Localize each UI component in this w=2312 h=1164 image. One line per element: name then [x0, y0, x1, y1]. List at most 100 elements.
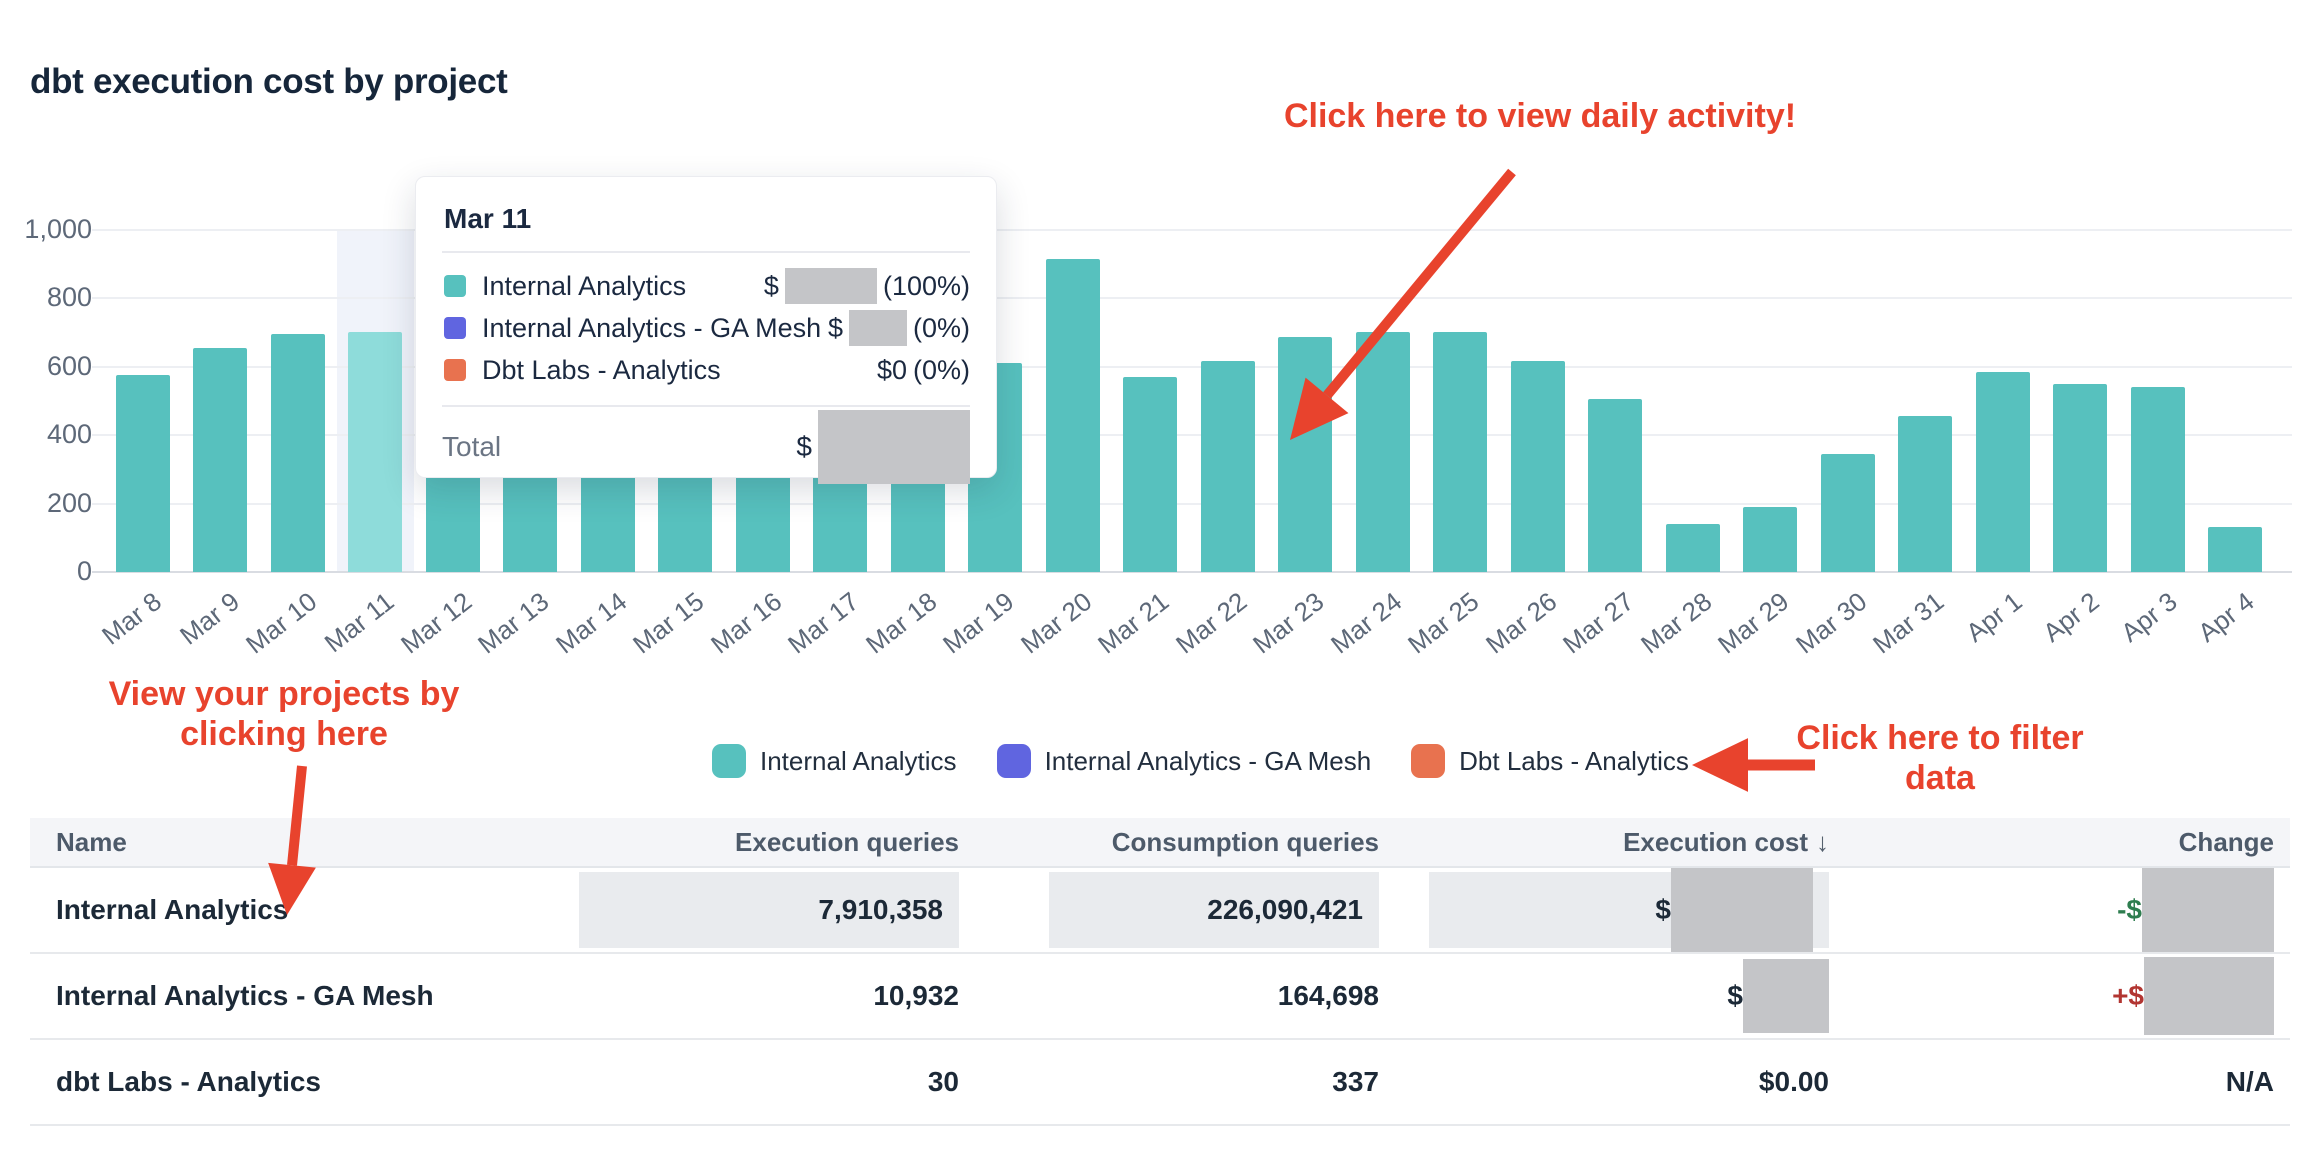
y-axis-tick-label: 400	[46, 419, 92, 449]
series-swatch-icon	[444, 317, 466, 339]
column-header-execution-cost[interactable]: Execution cost ↓	[1623, 826, 1829, 857]
column-header-consumption-queries[interactable]: Consumption queries	[1111, 826, 1379, 857]
tooltip-value-percent: (0%)	[912, 312, 970, 343]
redaction-box	[1743, 959, 1829, 1033]
x-axis-tick-label: Mar 14	[549, 586, 633, 660]
execution-cost-cell: $	[1395, 868, 1845, 952]
gridline	[92, 365, 2292, 368]
cell-value: 337	[1332, 1066, 1379, 1097]
consumption-queries-cell: 226,090,421	[975, 872, 1395, 948]
project-name-cell[interactable]: Internal Analytics - GA Mesh	[56, 980, 434, 1011]
column-header-name[interactable]: Name	[56, 826, 127, 857]
table-row-internal-analytics-ga-mesh[interactable]: Internal Analytics - GA Mesh 10,932 164,69…	[30, 954, 2290, 1040]
x-axis-tick-label: Mar 16	[704, 586, 788, 660]
table-row-dbt-labs-analytics[interactable]: dbt Labs - Analytics 30 337 $0.00 N/A	[30, 1040, 2290, 1126]
x-axis-tick-label: Mar 27	[1557, 586, 1640, 660]
page-title: dbt execution cost by project	[30, 62, 508, 101]
consumption-queries-cell: 164,698	[975, 980, 1395, 1012]
gridline	[92, 502, 2292, 505]
x-axis-tick-label: Mar 15	[627, 586, 710, 660]
y-axis-tick-label: 200	[46, 487, 92, 518]
bar-mar-13[interactable]	[503, 469, 558, 572]
bar-mar-8[interactable]	[115, 375, 170, 572]
tooltip-row-internal-analytics: Internal Analytics $ (100%)	[442, 265, 970, 307]
bar-apr-1[interactable]	[1975, 371, 2030, 572]
gridline	[92, 434, 2292, 436]
change-cell: -$	[1845, 868, 2290, 952]
column-header-execution-queries[interactable]: Execution queries	[735, 826, 959, 857]
x-axis-tick-label: Mar 29	[1712, 586, 1795, 660]
cell-value: $0.00	[1758, 1066, 1829, 1097]
x-axis-tick-label: Mar 19	[937, 586, 1020, 660]
cell-value: 164,698	[1277, 980, 1379, 1011]
bar-mar-18[interactable]	[890, 469, 945, 572]
cell-value: 10,932	[873, 980, 959, 1011]
tooltip-total-label: Total	[442, 431, 502, 462]
bar-mar-28[interactable]	[1665, 524, 1720, 572]
bar-mar-23[interactable]	[1278, 337, 1333, 572]
x-axis-tick-label: Apr 1	[1959, 586, 2028, 648]
redaction-box	[2142, 868, 2274, 952]
chart-tooltip: Mar 11 Internal Analytics $ (100%) Internal…	[415, 176, 997, 484]
bar-mar-15[interactable]	[658, 469, 713, 572]
bar-mar-24[interactable]	[1355, 332, 1410, 572]
bar-mar-31[interactable]	[1898, 416, 1953, 572]
annotation-daily-activity: Click here to view daily activity!	[1283, 97, 1797, 135]
bar-apr-4[interactable]	[2208, 527, 2263, 572]
table-body: Internal Analytics 7,910,358 226,090,421 $ -…	[30, 868, 2290, 1126]
y-axis-tick-label: 0	[76, 556, 92, 586]
bar-mar-25[interactable]	[1433, 332, 1488, 572]
x-axis-tick-label: Mar 26	[1479, 586, 1563, 660]
x-axis-tick-label: Mar 24	[1324, 586, 1408, 660]
legend-item-internal-analytics-ga-mesh[interactable]: Internal Analytics - GA Mesh	[996, 744, 1372, 778]
bar-mar-30[interactable]	[1820, 453, 1875, 572]
x-axis-tick-label: Apr 4	[2192, 586, 2260, 648]
legend-item-label: Internal Analytics - GA Mesh	[1044, 745, 1372, 776]
cell-value: N/A	[2225, 1066, 2274, 1097]
tooltip-series-value: $0 (0%)	[877, 355, 970, 386]
cell-value-prefix: $	[1727, 980, 1743, 1011]
legend-item-label: Dbt Labs - Analytics	[1459, 745, 1689, 776]
change-cell: +$	[1845, 957, 2290, 1035]
bar-mar-11[interactable]	[348, 332, 403, 572]
tooltip-row-internal-analytics-ga-mesh: Internal Analytics - GA Mesh $ (0%)	[442, 307, 970, 349]
project-name-cell[interactable]: dbt Labs - Analytics	[56, 1066, 322, 1097]
bar-apr-2[interactable]	[2053, 383, 2108, 572]
bar-mar-20[interactable]	[1045, 258, 1100, 572]
bar-apr-3[interactable]	[2130, 387, 2185, 572]
bar-mar-27[interactable]	[1588, 399, 1643, 572]
execution-queries-cell: 30	[560, 1066, 975, 1098]
bar-mar-12[interactable]	[425, 469, 480, 572]
gridline	[92, 297, 2292, 299]
legend-item-dbt-labs-analytics[interactable]: Dbt Labs - Analytics	[1411, 744, 1689, 778]
x-axis-tick-label: Mar 20	[1014, 586, 1098, 660]
legend-item-internal-analytics[interactable]: Internal Analytics	[712, 744, 957, 778]
legend-swatch-icon	[1411, 744, 1446, 778]
bar-mar-16[interactable]	[735, 469, 790, 572]
x-axis-tick-label: Apr 3	[2114, 586, 2183, 648]
execution-queries-cell: 10,932	[560, 980, 975, 1012]
x-axis-tick-label: Mar 11	[318, 586, 400, 659]
tooltip-value-text: $0	[876, 354, 907, 385]
x-axis-tick-label: Mar 12	[394, 586, 478, 660]
project-name-cell[interactable]: Internal Analytics	[56, 894, 289, 925]
table-header-row: Name Execution queries Consumption queries…	[30, 818, 2290, 868]
series-swatch-icon	[444, 359, 466, 381]
bar-mar-26[interactable]	[1510, 361, 1565, 572]
bar-mar-22[interactable]	[1200, 361, 1255, 572]
bar-mar-10[interactable]	[270, 333, 325, 572]
table-row-internal-analytics[interactable]: Internal Analytics 7,910,358 226,090,421 $ -…	[30, 868, 2290, 954]
annotation-view-projects-line1: View your projects by	[108, 675, 460, 713]
tooltip-value-text: $	[763, 270, 779, 301]
bar-mar-29[interactable]	[1743, 506, 1798, 572]
cell-value: 7,910,358	[818, 894, 943, 925]
tooltip-series-label: Internal Analytics	[482, 270, 687, 301]
bar-mar-14[interactable]	[580, 469, 635, 572]
legend-item-label: Internal Analytics	[760, 745, 957, 776]
bar-mar-9[interactable]	[193, 347, 248, 572]
series-swatch-icon	[444, 275, 466, 297]
gridline	[92, 228, 2292, 231]
bar-mar-21[interactable]	[1123, 376, 1178, 572]
column-header-change[interactable]: Change	[2178, 826, 2274, 857]
bar-mar-17[interactable]	[813, 469, 868, 572]
